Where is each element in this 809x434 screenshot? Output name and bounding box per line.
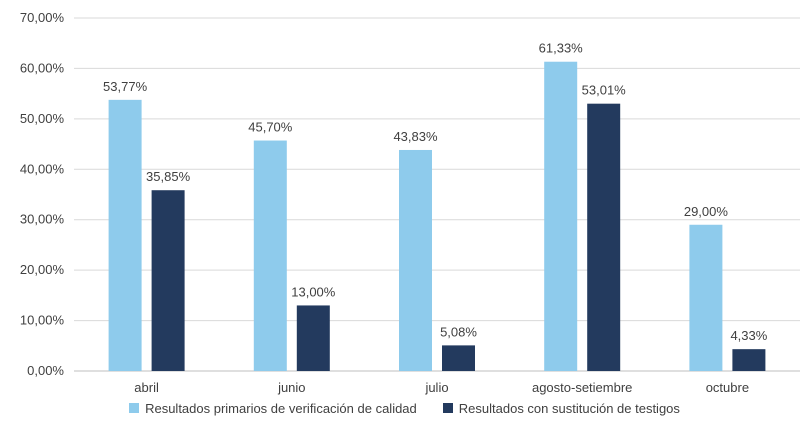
category-label: abril xyxy=(134,380,159,395)
data-label: 45,70% xyxy=(248,120,293,135)
bar-sustitucion xyxy=(442,345,475,371)
bar-primarios xyxy=(399,149,432,371)
legend-swatch-primarios xyxy=(129,403,140,413)
y-tick-label: 30,00% xyxy=(20,212,65,227)
data-label: 61,33% xyxy=(539,41,584,56)
y-tick-label: 40,00% xyxy=(20,161,65,176)
data-label: 53,77% xyxy=(103,79,148,94)
category-label: octubre xyxy=(706,380,749,395)
data-label: 53,01% xyxy=(582,83,627,98)
category-label: agosto-setiembre xyxy=(532,380,632,395)
data-label: 29,00% xyxy=(684,204,729,219)
legend-item-primarios: Resultados primarios de verificación de … xyxy=(129,401,417,416)
y-tick-label: 10,00% xyxy=(20,313,65,328)
data-label: 5,08% xyxy=(440,324,477,339)
bars xyxy=(108,61,766,372)
legend-swatch-sustitucion xyxy=(442,403,453,413)
y-tick-label: 70,00% xyxy=(20,10,65,25)
data-labels: 53,77% 35,85% 45,70% 13,00% 43,83% 5,08% 61,33… xyxy=(103,41,768,343)
data-label: 4,33% xyxy=(730,328,767,343)
legend-item-sustitucion: Resultados con sustitución de testigos xyxy=(442,400,680,416)
bar-primarios xyxy=(253,140,287,371)
bar-sustitucion xyxy=(732,349,766,371)
data-label: 35,85% xyxy=(146,169,191,184)
bar-primarios xyxy=(108,99,142,371)
y-tick-label: 0,00% xyxy=(27,363,64,378)
bar-primarios xyxy=(689,224,723,371)
legend-label-sustitucion: Resultados con sustitución de testigos xyxy=(458,400,680,416)
category-labels: abril junio julio agosto-setiembre octubre xyxy=(134,380,749,395)
data-label: 13,00% xyxy=(291,284,336,299)
y-axis-tick-labels: 0,00% 10,00% 20,00% 30,00% 40,00% 50,00% 60,00… xyxy=(20,10,65,378)
y-tick-label: 50,00% xyxy=(20,111,65,126)
category-label: junio xyxy=(277,380,305,395)
legend-label-primarios: Resultados primarios de verificación de … xyxy=(145,400,417,416)
y-tick-label: 60,00% xyxy=(20,60,65,75)
bar-sustitucion xyxy=(151,190,185,371)
bar-sustitucion xyxy=(587,103,621,371)
bar-primarios xyxy=(544,61,578,372)
legend: Resultados primarios de verificación de … xyxy=(0,396,809,420)
bar-sustitucion xyxy=(296,305,330,371)
gridlines xyxy=(74,17,800,372)
category-label: julio xyxy=(424,380,448,395)
y-tick-label: 20,00% xyxy=(20,262,65,277)
data-label: 43,83% xyxy=(393,129,438,144)
